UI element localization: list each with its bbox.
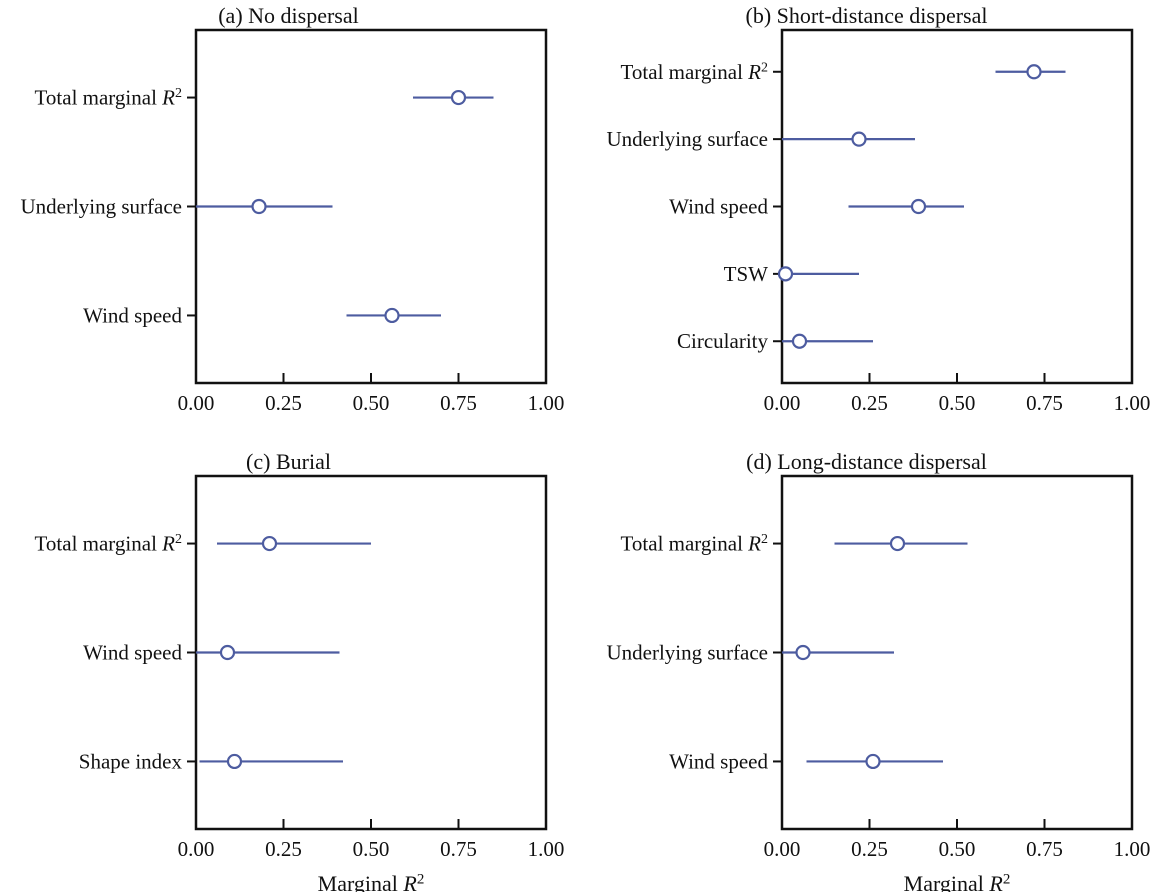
category-label: Shape index (79, 749, 183, 773)
estimate-marker (219, 644, 236, 661)
x-tick-label: 0.25 (851, 837, 888, 861)
estimate-marker (795, 644, 811, 661)
estimate-marker (261, 535, 278, 552)
category-label: TSW (724, 262, 769, 286)
panel-d-title: (d) Long-distance dispersal (746, 449, 987, 474)
x-tick-label: 0.25 (851, 391, 888, 415)
estimate-marker (450, 89, 467, 106)
panel-a-title: (a) No dispersal (218, 3, 359, 28)
x-tick-label: 0.50 (939, 391, 976, 415)
estimate-marker (1026, 64, 1042, 80)
panel-b-chart: 0.00 0.25 0.50 0.75 1.00 Total marginal R2 Und… (606, 28, 1151, 415)
x-axis-label: Marginal R2 (904, 871, 1011, 892)
x-tick-label: 0.50 (353, 837, 390, 861)
x-tick-label: 1.00 (528, 391, 565, 415)
x-tick-label: 0.25 (265, 391, 302, 415)
panel-a-chart: 0.00 0.25 0.50 0.75 1.00 Total marginal R2 Und… (20, 28, 565, 415)
x-tick-label: 0.75 (440, 837, 477, 861)
panel-c: (c) Burial 0.00 0.25 0.50 0.75 1.00 Total mar… (0, 446, 577, 892)
category-label: Underlying surface (606, 127, 768, 151)
panel-d: (d) Long-distance dispersal 0.00 0.25 0.50… (578, 446, 1155, 892)
panel-b: (b) Short-distance dispersal 0.00 0.25 0.5… (578, 0, 1155, 446)
category-label: Wind speed (669, 195, 768, 219)
x-tick-label: 1.00 (1114, 837, 1151, 861)
category-label: Wind speed (83, 303, 182, 327)
estimate-marker (777, 266, 794, 282)
category-label: Total marginal R2 (621, 60, 768, 84)
x-tick-label: 0.00 (764, 391, 801, 415)
x-tick-label: 0.75 (1026, 837, 1063, 861)
estimate-marker (889, 535, 906, 552)
category-label: Total marginal R2 (621, 532, 768, 556)
estimate-marker (251, 198, 267, 215)
x-tick-label: 1.00 (528, 837, 565, 861)
x-tick-label: 0.00 (178, 391, 215, 415)
x-tick-label: 0.00 (764, 837, 801, 861)
x-tick-label: 0.50 (353, 391, 390, 415)
panel-c-chart: 0.00 0.25 0.50 0.75 1.00 Total marginal R2 Win… (35, 474, 565, 892)
x-tick-label: 0.25 (265, 837, 302, 861)
x-tick-label: 0.00 (178, 837, 215, 861)
category-label: Circularity (677, 329, 768, 353)
category-label: Wind speed (83, 641, 182, 665)
category-label: Wind speed (669, 749, 768, 773)
estimate-marker (791, 333, 808, 349)
estimate-marker (384, 307, 400, 324)
panel-b-title: (b) Short-distance dispersal (745, 3, 988, 28)
x-axis-label: Marginal R2 (318, 871, 425, 892)
panel-a: (a) No dispersal 0.00 0.25 0.50 0.75 1.00 Tot… (0, 0, 577, 446)
category-label: Total marginal R2 (35, 532, 182, 556)
estimate-marker (226, 753, 243, 770)
x-tick-label: 0.75 (1026, 391, 1063, 415)
category-label: Underlying surface (20, 195, 182, 219)
estimate-marker (851, 131, 867, 147)
panel-c-title: (c) Burial (246, 449, 331, 474)
category-label: Total marginal R2 (35, 86, 182, 110)
estimate-marker (865, 753, 881, 770)
x-tick-label: 0.50 (939, 837, 976, 861)
x-tick-label: 1.00 (1114, 391, 1151, 415)
estimate-marker (910, 198, 927, 215)
panel-d-chart: 0.00 0.25 0.50 0.75 1.00 Total marginal R2 Und… (606, 474, 1151, 892)
category-label: Underlying surface (606, 641, 768, 665)
x-tick-label: 0.75 (440, 391, 477, 415)
